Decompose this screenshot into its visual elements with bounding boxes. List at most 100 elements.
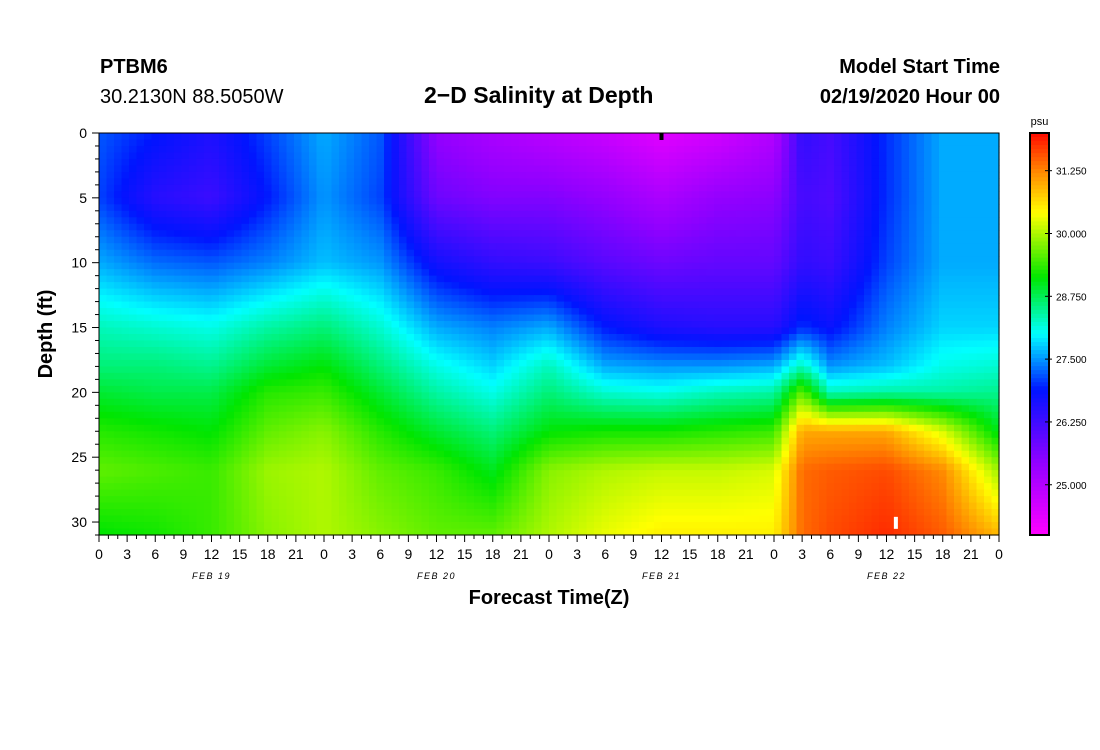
heatmap-cell bbox=[301, 158, 310, 167]
heatmap-cell bbox=[504, 152, 513, 160]
heatmap-cell bbox=[414, 346, 423, 355]
heatmap-cell bbox=[226, 288, 235, 296]
heatmap-cell bbox=[549, 327, 558, 335]
heatmap-cell bbox=[309, 197, 318, 205]
heatmap-cell bbox=[294, 327, 303, 335]
heatmap-cell bbox=[234, 346, 243, 355]
heatmap-cell bbox=[676, 256, 685, 264]
heatmap-cell bbox=[219, 158, 228, 167]
heatmap-cell bbox=[781, 191, 790, 199]
heatmap-cell bbox=[661, 178, 670, 186]
heatmap-cell bbox=[699, 243, 708, 251]
heatmap-cell bbox=[549, 165, 558, 173]
heatmap-cell bbox=[916, 191, 925, 199]
heatmap-cell bbox=[496, 139, 505, 147]
heatmap-cell bbox=[766, 282, 775, 290]
heatmap-cell bbox=[466, 334, 475, 342]
heatmap-cell bbox=[249, 379, 258, 387]
heatmap-cell bbox=[301, 334, 310, 342]
heatmap-cell bbox=[616, 184, 625, 192]
heatmap-cell bbox=[586, 385, 595, 393]
heatmap-cell bbox=[556, 379, 565, 387]
heatmap-cell bbox=[549, 385, 558, 393]
heatmap-cell bbox=[549, 236, 558, 244]
heatmap-cell bbox=[684, 301, 693, 309]
heatmap-cell bbox=[864, 243, 873, 251]
heatmap-cell bbox=[759, 288, 768, 296]
heatmap-cell bbox=[856, 327, 865, 335]
heatmap-cell bbox=[939, 158, 948, 167]
heatmap-cell bbox=[864, 275, 873, 283]
heatmap-cell bbox=[346, 184, 355, 192]
heatmap-cell bbox=[646, 288, 655, 296]
heatmap-cell bbox=[676, 139, 685, 147]
heatmap-cell bbox=[624, 353, 633, 361]
heatmap-cell bbox=[226, 346, 235, 355]
heatmap-cell bbox=[759, 327, 768, 335]
heatmap-cell bbox=[669, 379, 678, 387]
heatmap-cell bbox=[526, 385, 535, 393]
heatmap-cell bbox=[939, 379, 948, 387]
heatmap-cell bbox=[151, 392, 160, 400]
heatmap-cell bbox=[931, 282, 940, 290]
heatmap-cell bbox=[519, 236, 528, 244]
heatmap-cell bbox=[736, 243, 745, 251]
heatmap-cell bbox=[961, 334, 970, 342]
heatmap-cell bbox=[946, 165, 955, 173]
heatmap-cell bbox=[909, 133, 918, 141]
heatmap-cell bbox=[219, 133, 228, 141]
heatmap-cell bbox=[879, 243, 888, 251]
heatmap-cell bbox=[271, 223, 280, 231]
heatmap-cell bbox=[894, 301, 903, 309]
heatmap-cell bbox=[129, 385, 138, 393]
heatmap-cell bbox=[301, 178, 310, 186]
heatmap-cell bbox=[714, 243, 723, 251]
heatmap-cell bbox=[646, 372, 655, 380]
heatmap-cell bbox=[826, 372, 835, 380]
heatmap-cell bbox=[759, 372, 768, 380]
heatmap-cell bbox=[99, 243, 108, 251]
heatmap-cell bbox=[361, 346, 370, 355]
heatmap-cell bbox=[841, 133, 850, 141]
heatmap-cell bbox=[219, 236, 228, 244]
heatmap-cell bbox=[684, 217, 693, 225]
heatmap-cell bbox=[226, 139, 235, 147]
heatmap-cell bbox=[849, 133, 858, 141]
heatmap-cell bbox=[279, 379, 288, 387]
heatmap-cell bbox=[736, 327, 745, 335]
heatmap-cell bbox=[984, 191, 993, 199]
heatmap-cell bbox=[684, 158, 693, 167]
heatmap-cell bbox=[504, 295, 513, 303]
heatmap-cell bbox=[721, 314, 730, 322]
heatmap-cell bbox=[699, 256, 708, 264]
heatmap-cell bbox=[564, 340, 573, 348]
heatmap-cell bbox=[646, 346, 655, 355]
heatmap-cell bbox=[226, 191, 235, 199]
heatmap-cell bbox=[106, 288, 115, 296]
heatmap-cell bbox=[324, 184, 333, 192]
heatmap-cell bbox=[864, 321, 873, 329]
heatmap-cell bbox=[181, 243, 190, 251]
heatmap-cell bbox=[391, 236, 400, 244]
heatmap-cell bbox=[954, 288, 963, 296]
heatmap-cell bbox=[256, 204, 265, 212]
heatmap-cell bbox=[376, 282, 385, 290]
heatmap-cell bbox=[759, 314, 768, 322]
heatmap-cell bbox=[271, 145, 280, 154]
heatmap-cell bbox=[354, 139, 363, 147]
heatmap-cell bbox=[631, 288, 640, 296]
heatmap-cell bbox=[451, 191, 460, 199]
heatmap-cell bbox=[526, 133, 535, 141]
heatmap-cell bbox=[226, 340, 235, 348]
heatmap-cell bbox=[489, 346, 498, 355]
heatmap-cell bbox=[541, 249, 550, 257]
heatmap-cell bbox=[684, 152, 693, 160]
heatmap-cell bbox=[856, 321, 865, 329]
heatmap-cell bbox=[939, 372, 948, 380]
heatmap-cell bbox=[789, 321, 798, 329]
heatmap-cell bbox=[654, 262, 663, 270]
heatmap-cell bbox=[909, 314, 918, 322]
heatmap-cell bbox=[414, 359, 423, 368]
heatmap-cell bbox=[399, 262, 408, 270]
heatmap-cell bbox=[894, 197, 903, 205]
